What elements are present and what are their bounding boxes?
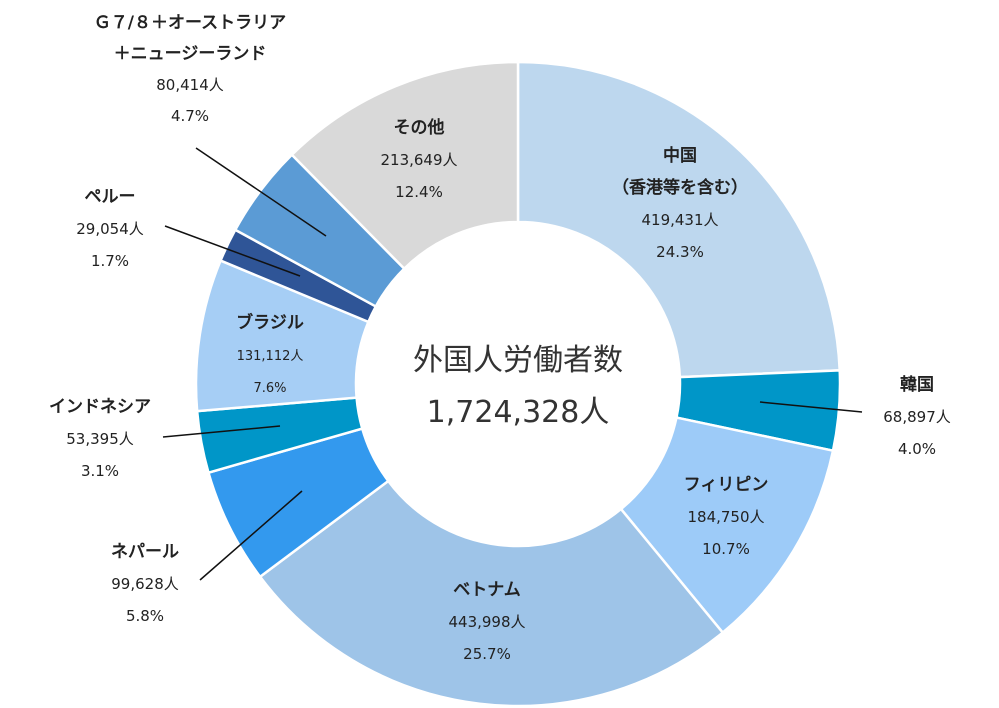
slice-3-count-label: 443,998人 xyxy=(448,613,525,631)
slice-2-percent-label: 10.7% xyxy=(702,540,750,558)
center-total: 1,724,328人 xyxy=(427,395,610,430)
slice-9-count-label: 213,649人 xyxy=(380,151,457,169)
slice-9-percent-label: 12.4% xyxy=(395,183,443,201)
leader-line-1 xyxy=(759,401,863,413)
slice-9 xyxy=(290,60,520,271)
slice-9-name: その他 xyxy=(394,117,445,138)
slice-0 xyxy=(516,60,842,379)
slice-6-name: ブラジル xyxy=(236,312,304,333)
slice-3 xyxy=(258,479,725,708)
leader-line-4 xyxy=(199,490,303,581)
slice-8-name2: ＋ニュージーランド xyxy=(114,44,267,64)
slice-3-percent-label: 25.7% xyxy=(463,645,511,663)
slice-6-count-label: 131,112人 xyxy=(237,349,304,364)
slice-4-name: ネパール xyxy=(111,542,179,562)
slice-0-count-label: 419,431人 xyxy=(641,211,718,229)
slice-8-name: Ｇ７/８＋オーストラリア xyxy=(94,13,286,33)
slice-1-count-label: 68,897人 xyxy=(883,408,951,426)
leader-line-8 xyxy=(195,147,327,237)
leader-line-7 xyxy=(164,225,301,277)
slice-4-percent-label: 5.8% xyxy=(126,607,164,625)
slice-1-name: 韓国 xyxy=(900,374,934,395)
slice-6-percent-label: 7.6% xyxy=(253,381,286,396)
slice-7-count-label: 29,054人 xyxy=(76,220,144,238)
slice-1-percent-label: 4.0% xyxy=(898,440,936,458)
slice-7-name: ペルー xyxy=(85,187,136,207)
slice-5-name: インドネシア xyxy=(49,397,151,417)
slice-3-name: ベトナム xyxy=(453,580,521,600)
leader-lines xyxy=(162,147,863,581)
slice-0-name: 中国 xyxy=(663,145,697,166)
center-label: 外国人労働者数 xyxy=(413,343,623,378)
leader-line-5 xyxy=(162,425,281,438)
slice-2-name: フィリピン xyxy=(684,475,769,495)
slice-5-percent-label: 3.1% xyxy=(81,462,119,480)
donut-slices xyxy=(194,60,842,708)
slice-0-name2: （香港等を含む） xyxy=(612,177,748,198)
slice-labels: 中国 （香港等を含む） 419,431人 24.3% 韓国 68,897人 4.0% フィリピ… xyxy=(49,13,951,663)
slice-8-percent-label: 4.7% xyxy=(171,107,209,125)
slice-7-percent-label: 1.7% xyxy=(91,252,129,270)
slice-0-percent-label: 24.3% xyxy=(656,243,704,261)
slice-4-count-label: 99,628人 xyxy=(111,575,179,593)
slice-2-count-label: 184,750人 xyxy=(687,508,764,526)
slice-8-count-label: 80,414人 xyxy=(156,76,224,94)
slice-5-count-label: 53,395人 xyxy=(66,430,134,448)
